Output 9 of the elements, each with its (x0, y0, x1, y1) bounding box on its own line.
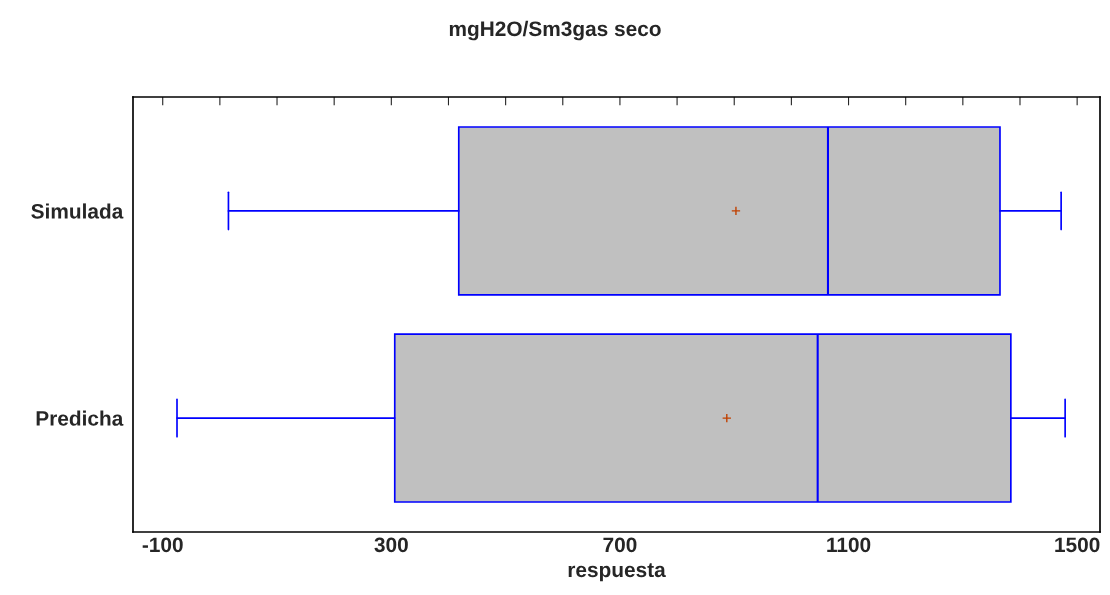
x-tick-label: 700 (603, 537, 637, 553)
x-axis-title: respuesta (568, 563, 666, 582)
x-tick-label: -100 (142, 537, 183, 553)
x-tick-label: 300 (374, 537, 408, 553)
y-tick-label: Predicha (36, 410, 124, 426)
x-tick-label: 1500 (1055, 537, 1100, 553)
y-tick-label: Simulada (31, 203, 124, 219)
chart-title: mgH2O/Sm3gas seco (449, 20, 661, 41)
x-tick-label: 1100 (827, 537, 871, 553)
